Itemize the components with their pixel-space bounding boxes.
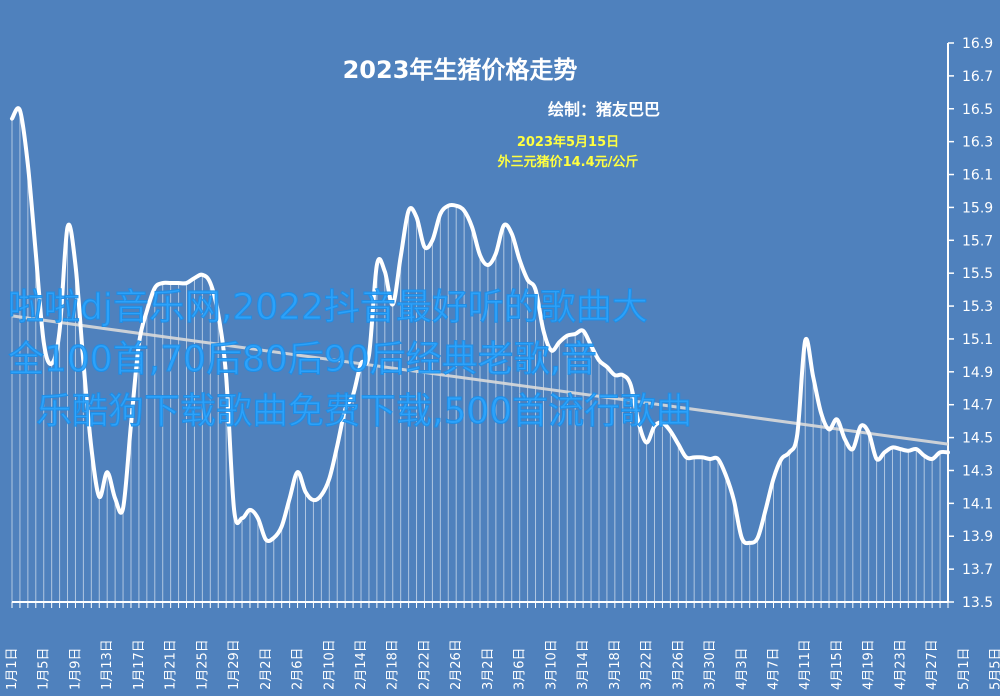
annotation-price: 外三元猪价14.4元/公斤 [497,155,639,170]
x-tick-label: 1月25日 [195,639,210,690]
x-tick-label: 5月5日 [989,647,1000,690]
price-annotation: 2023年5月15日 外三元猪价14.4元/公斤 [440,133,696,173]
y-tick-label: 15.9 [962,200,993,216]
x-tick-label: 3月22日 [640,639,655,690]
y-tick-label: 14.1 [962,496,993,512]
x-tick-label: 2月2日 [259,647,274,690]
y-tick-label: 13.7 [962,562,993,578]
x-tick-label: 3月30日 [703,639,718,690]
drop-lines [11,110,949,602]
x-tick-label: 1月17日 [132,639,147,690]
x-tick-label: 1月29日 [227,639,242,690]
x-tick-label: 3月14日 [576,639,591,690]
series-line [10,106,950,546]
x-tick-label: 4月15日 [830,639,845,690]
y-tick-label: 13.9 [962,529,993,545]
x-tick-label: 1月9日 [68,647,83,690]
y-tick-label: 15.1 [962,332,993,348]
overlay-line-2: 全100首,70后80后90后经典老歌,音 [8,339,598,381]
y-axis-ticks: 16.9 16.7 16.5 16.3 16.1 15.9 15.7 15.5 15.3 15.1… [948,36,993,611]
chart-subtitle: 绘制：猪友巴巴 [548,100,661,119]
trend-line [11,314,949,446]
chart-title: 2023年生猪价格走势 [342,56,578,84]
x-tick-label: 4月11日 [798,639,813,690]
y-tick-label: 14.7 [962,398,993,414]
y-tick-label: 16.7 [962,69,993,85]
x-axis-ticks: 1月1日 1月5日 1月9日 1月13日 1月17日 1月21日 1月25日 1月29日 2月2… [5,602,1000,690]
y-tick-label: 15.7 [962,233,993,249]
x-tick-label: 3月10日 [544,639,559,690]
y-tick-label: 15.3 [962,299,993,315]
x-tick-label: 2月10日 [322,639,337,690]
x-tick-label: 3月18日 [608,639,623,690]
watermark-overlay: 啦啦dj音乐网,2022抖音最好听的歌曲大 全100首,70后80后90后经典老… [8,282,908,438]
x-tick-label: 4月3日 [735,647,750,690]
x-tick-label: 1月13日 [100,639,115,690]
x-tick-label: 1月5日 [37,647,52,690]
x-tick-label: 2月14日 [354,639,369,690]
x-tick-label: 3月2日 [481,647,496,690]
y-tick-label: 16.5 [962,102,993,118]
y-tick-label: 16.3 [962,135,993,151]
overlay-line-3: 乐酷狗下载歌曲免费下载,500首流行歌曲 [36,391,693,433]
x-tick-label: 1月21日 [164,639,179,690]
overlay-line-1: 啦啦dj音乐网,2022抖音最好听的歌曲大 [8,287,649,329]
x-tick-label: 2月22日 [417,639,432,690]
x-tick-label: 4月27日 [925,639,940,690]
annotation-date: 2023年5月15日 [516,135,620,150]
x-tick-label: 4月7日 [766,647,781,690]
y-tick-label: 14.9 [962,365,993,381]
x-tick-label: 2月6日 [291,647,306,690]
y-tick-label: 16.9 [962,36,993,52]
x-tick-label: 2月18日 [386,639,401,690]
x-tick-label: 1月1日 [5,647,20,690]
y-tick-label: 14.3 [962,463,993,479]
y-tick-label: 13.5 [962,595,993,611]
y-tick-label: 16.1 [962,168,993,184]
y-tick-label: 15.5 [962,266,993,282]
x-tick-label: 5月1日 [957,647,972,690]
x-tick-label: 3月6日 [513,647,528,690]
x-tick-label: 2月26日 [449,639,464,690]
x-tick-label: 4月19日 [862,639,877,690]
x-tick-label: 3月26日 [671,639,686,690]
x-tick-label: 4月23日 [893,639,908,690]
y-tick-label: 14.5 [962,431,993,447]
